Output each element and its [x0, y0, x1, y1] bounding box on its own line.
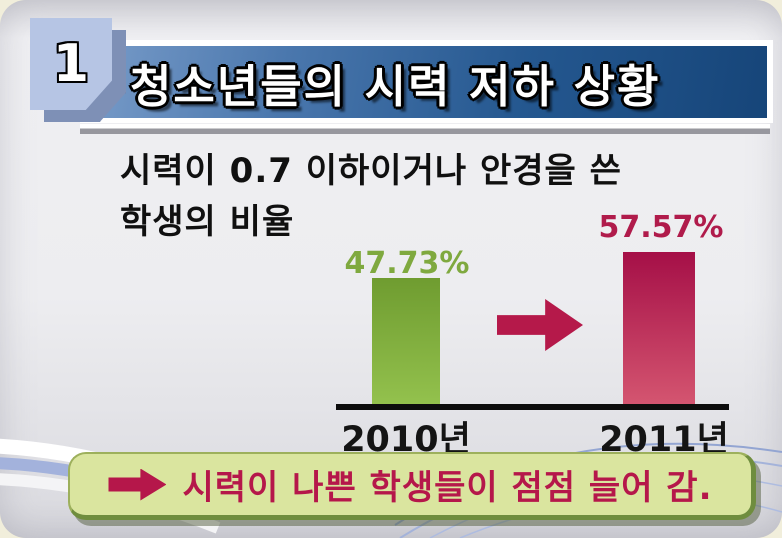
conclusion-callout: 시력이 나쁜 학생들이 점점 늘어 감.: [68, 452, 756, 520]
bar-value-label-2011: 57.57%: [598, 210, 724, 245]
number-badge: 1: [30, 18, 112, 110]
increase-arrow-icon: [497, 299, 583, 351]
title-banner: 청소년들의 시력 저하 상황: [80, 46, 767, 118]
chart-baseline: [336, 404, 729, 410]
slide-title: 청소년들의 시력 저하 상황: [130, 59, 661, 113]
bar-value-label-2010: 47.73%: [344, 246, 470, 281]
description-line-1: 시력이 0.7 이하이거나 안경을 쓴: [120, 151, 622, 191]
conclusion-text: 시력이 나쁜 학생들이 점점 늘어 감.: [182, 468, 713, 508]
bar-2011: [623, 252, 695, 404]
description-line-2: 학생의 비율: [120, 202, 295, 242]
bar-2010: [372, 278, 440, 404]
chart-description: 시력이 0.7 이하이거나 안경을 쓴 학생의 비율: [120, 146, 700, 248]
badge-number: 1: [52, 34, 90, 94]
header-divider-line: [80, 124, 770, 134]
right-arrow-icon: [108, 468, 167, 501]
